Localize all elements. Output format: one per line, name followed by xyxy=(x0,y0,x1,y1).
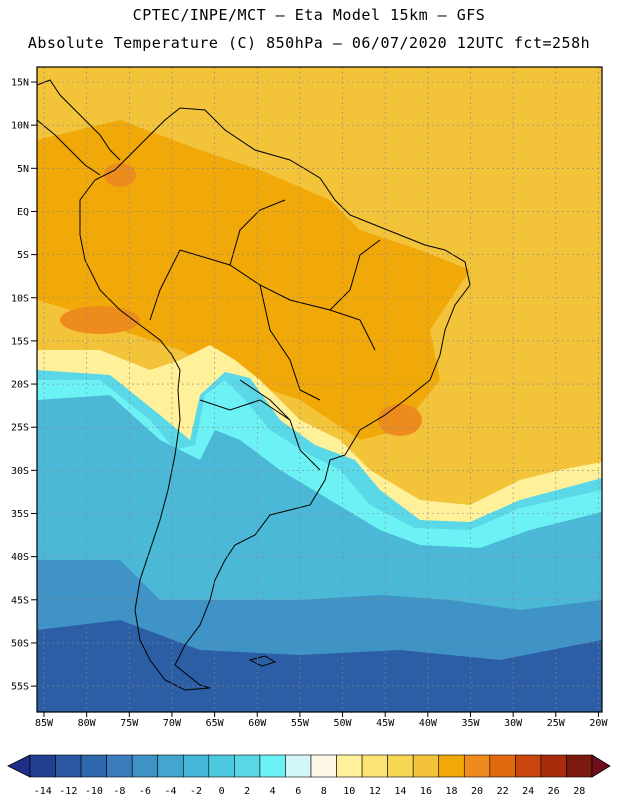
colorbar-swatch xyxy=(540,754,567,778)
colorbar-swatch xyxy=(208,754,235,778)
lon-label: 55W xyxy=(291,718,310,729)
colorbar-high-arrow xyxy=(591,754,611,778)
map-title: CPTEC/INPE/MCT – Eta Model 15km – GFS xyxy=(132,6,486,24)
lon-label: 25W xyxy=(547,718,566,729)
colorbar-label: 12 xyxy=(369,786,381,797)
colorbar-swatch xyxy=(438,754,465,778)
lon-label: 65W xyxy=(206,718,225,729)
colorbar-swatch xyxy=(131,754,159,778)
colorbar-swatch xyxy=(182,754,210,778)
colorbar-swatch xyxy=(489,754,516,778)
colorbar-label: 28 xyxy=(573,786,585,797)
colorbar-label: 22 xyxy=(497,786,509,797)
field-warm-land xyxy=(37,120,470,440)
lat-label: 20S xyxy=(11,380,29,391)
lat-label: 10N xyxy=(11,121,29,132)
lon-label: 20W xyxy=(589,718,608,729)
lat-label: 10S xyxy=(11,293,29,304)
lon-label: 85W xyxy=(35,718,54,729)
lat-label: 30S xyxy=(11,466,29,477)
colorbar-swatch xyxy=(361,754,388,778)
colorbar-label: -12 xyxy=(59,786,77,797)
colorbar-label: 16 xyxy=(420,786,432,797)
colorbar-swatch xyxy=(310,754,337,778)
lat-label: 35S xyxy=(11,509,29,520)
colorbar-swatch xyxy=(412,754,440,778)
colorbar-label: 20 xyxy=(471,786,483,797)
lon-label: 60W xyxy=(248,718,267,729)
colorbar-label: -4 xyxy=(164,786,176,797)
colorbar-label: 24 xyxy=(522,786,534,797)
colorbar-label: 14 xyxy=(394,786,406,797)
lat-label: 25S xyxy=(11,423,29,434)
lat-label: 5N xyxy=(17,164,29,175)
colorbar-label: 6 xyxy=(295,786,301,797)
colorbar-swatch xyxy=(566,754,593,778)
colorbar-low-arrow xyxy=(7,754,31,778)
country-borders xyxy=(149,199,381,471)
colorbar-label: 0 xyxy=(219,786,225,797)
lat-label: 5S xyxy=(17,250,29,261)
central-america-coastline xyxy=(37,79,121,176)
lat-label: EQ xyxy=(17,207,29,218)
falklands xyxy=(248,655,277,667)
colorbar-swatch xyxy=(259,754,286,778)
graticule xyxy=(37,67,602,712)
colorbar-labels: -14 -12 -10 -8 -6 -4 -2 0 2 4 6 8 10 12 14 16 18 20 22 24 26… xyxy=(34,786,586,797)
colorbar-label: -10 xyxy=(85,786,103,797)
lon-label: 80W xyxy=(78,718,97,729)
colorbar-swatch xyxy=(80,754,107,778)
coastlines xyxy=(37,79,471,691)
colorbar-label: 18 xyxy=(445,786,457,797)
lat-label: 15N xyxy=(11,78,29,89)
colorbar-swatch xyxy=(463,754,491,778)
map-frame xyxy=(36,66,603,713)
colorbar-label: 26 xyxy=(548,786,560,797)
colorbar-label: -2 xyxy=(190,786,202,797)
colorbar-label: -8 xyxy=(113,786,125,797)
colorbar-swatch xyxy=(106,754,133,778)
colorbar-swatch xyxy=(157,754,184,778)
field-hot-spot-venezuela xyxy=(104,163,136,187)
colorbar-swatch xyxy=(234,754,261,778)
lon-label: 70W xyxy=(163,718,182,729)
colorbar-swatch xyxy=(285,754,312,778)
lon-label: 40W xyxy=(419,718,438,729)
colorbar-swatch xyxy=(387,754,414,778)
colorbar xyxy=(7,754,611,778)
colorbar-swatch xyxy=(55,754,82,778)
latitude-labels: 15N 10N 5N EQ 5S 10S 15S 20S 25S 30S 35S 40S 45S 50S 5… xyxy=(11,78,37,693)
south-america-coastline xyxy=(79,107,471,691)
colorbar-label: 2 xyxy=(244,786,250,797)
lat-label: 50S xyxy=(11,638,29,649)
lon-label: 75W xyxy=(120,718,139,729)
lon-label: 45W xyxy=(376,718,395,729)
colorbar-swatch xyxy=(515,754,542,778)
colorbar-label: -6 xyxy=(139,786,151,797)
lat-label: 45S xyxy=(11,595,29,606)
colorbar-label: 10 xyxy=(343,786,355,797)
field-hot-spot-andes xyxy=(60,306,140,334)
lat-label: 15S xyxy=(11,336,29,347)
colorbar-swatch xyxy=(336,754,363,778)
longitude-labels: 85W 80W 75W 70W 65W 60W 55W 50W 45W 40W 35W 30W 25W 2… xyxy=(35,712,608,729)
colorbar-label: -14 xyxy=(34,786,52,797)
lat-label: 40S xyxy=(11,552,29,563)
lon-label: 50W xyxy=(334,718,353,729)
colorbar-label: 4 xyxy=(270,786,276,797)
lon-label: 30W xyxy=(504,718,523,729)
map-subtitle: Absolute Temperature (C) 850hPa – 06/07/… xyxy=(27,34,591,52)
field-hot-spot-se-brazil xyxy=(378,404,422,436)
colorbar-label: 8 xyxy=(321,786,327,797)
lon-label: 35W xyxy=(461,718,480,729)
colorbar-swatch xyxy=(29,754,56,778)
lat-label: 55S xyxy=(11,682,29,693)
